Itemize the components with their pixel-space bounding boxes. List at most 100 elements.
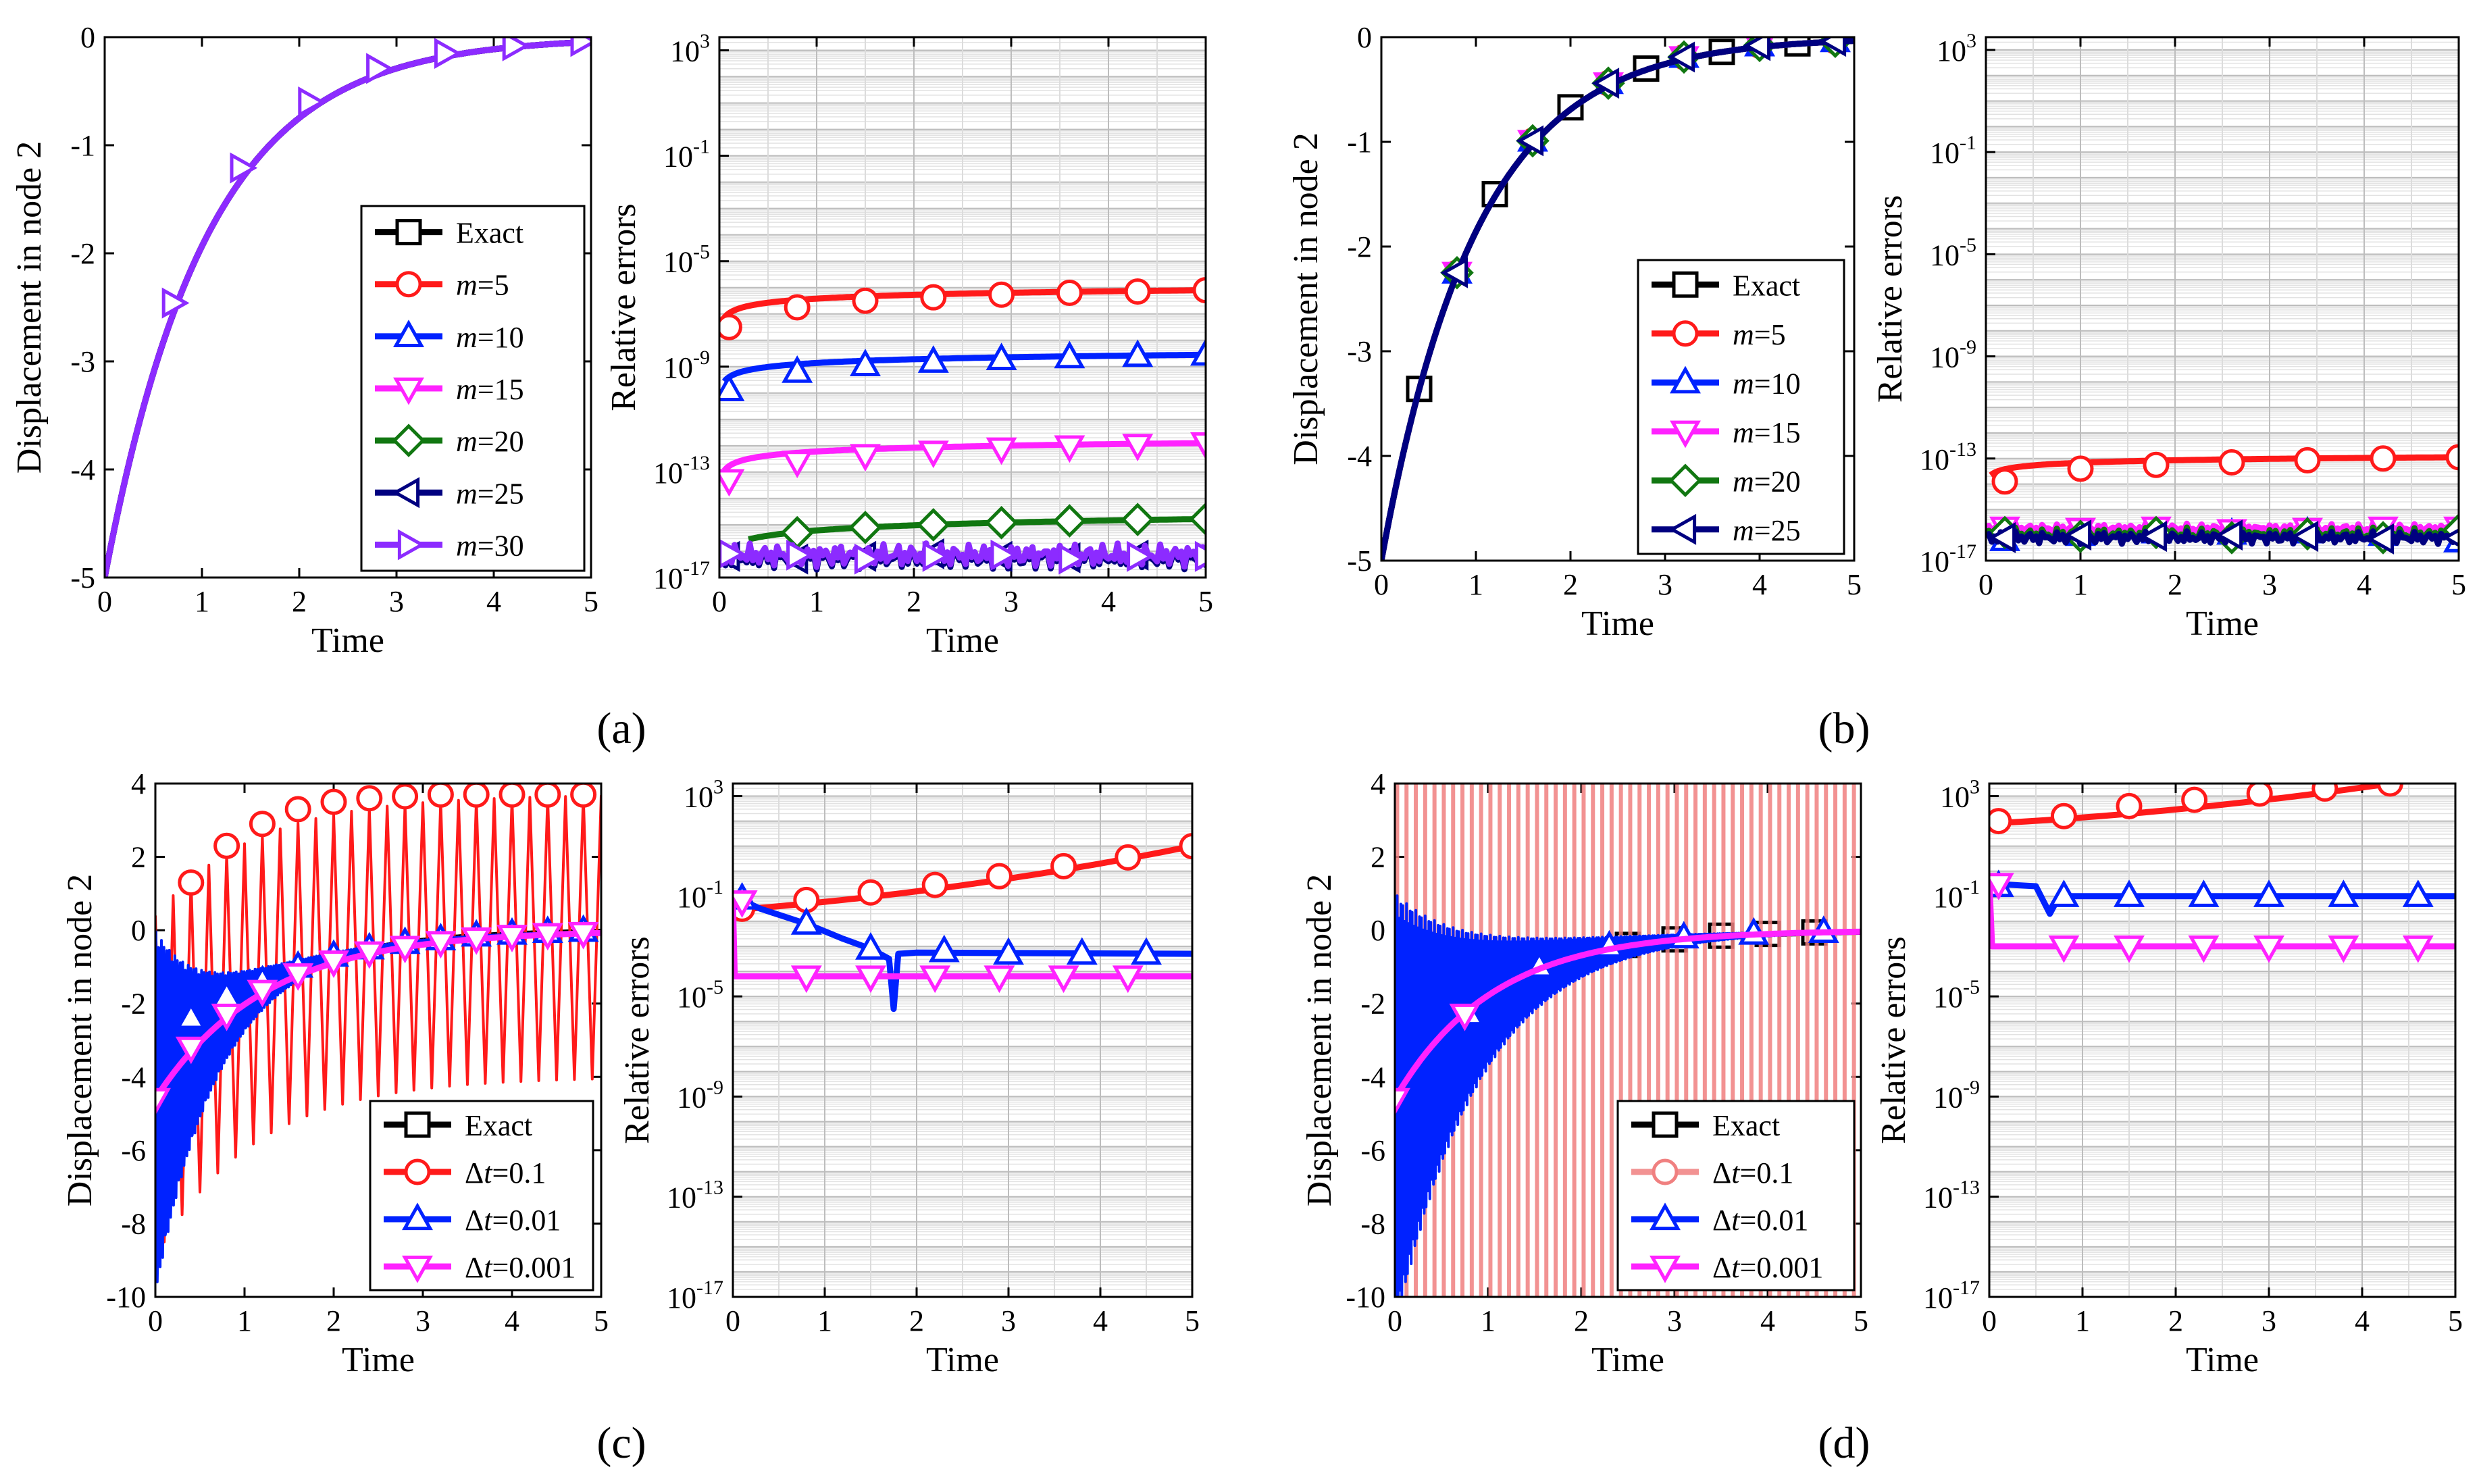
y-tick-base: 10	[653, 457, 683, 490]
series-line-a-err-1	[721, 351, 1206, 384]
x-tick-label-d-disp: 1	[1481, 1304, 1496, 1337]
y-tick-label-a-disp: 0	[80, 21, 95, 54]
data-point-c-disp-1	[499, 784, 526, 808]
data-point-a-err-1	[719, 374, 745, 402]
legend-label-a-disp: m=30	[456, 529, 524, 562]
data-point-c-err-0	[857, 879, 884, 906]
y-tick-base: 10	[1923, 1281, 1953, 1314]
legend-value: =0.001	[492, 1251, 576, 1284]
data-point-c-disp-3	[175, 1036, 207, 1065]
data-point-a-err-2	[1054, 435, 1085, 463]
data-point-a-err-3	[1189, 502, 1206, 536]
x-tick-label-d-disp: 4	[1760, 1304, 1775, 1337]
y-tick-base: 10	[1920, 443, 1949, 476]
x-tick-label-c-err: 1	[817, 1304, 832, 1337]
data-point-a-err-0	[1124, 278, 1151, 305]
data-point-c-disp-1	[463, 784, 490, 808]
data-point-c-err-2	[733, 890, 758, 918]
x-tick-label-b-disp: 5	[1847, 568, 1862, 601]
data-point-a-disp-6	[502, 37, 530, 61]
y-tick-exponent: -13	[1953, 1177, 1980, 1199]
x-tick-label-c-disp: 0	[148, 1304, 163, 1337]
x-tick-label-d-disp: 0	[1387, 1304, 1402, 1337]
y-tick-exponent: -5	[1960, 234, 1976, 256]
x-axis-label-d-disp: Time	[1591, 1341, 1664, 1379]
data-point-c-err-0	[1050, 852, 1077, 879]
x-axis-label-c-disp: Time	[342, 1341, 415, 1379]
x-tick-label-b-disp: 0	[1374, 568, 1389, 601]
y-tick-label-b-disp: -2	[1347, 230, 1372, 263]
data-point-b-err-0	[2218, 449, 2245, 476]
data-point-d-disp-3	[1449, 1003, 1481, 1031]
data-point-b-err-0	[2445, 444, 2459, 471]
x-tick-label-b-err: 4	[2357, 568, 2372, 601]
y-axis-label-d-disp: Displacement in node 2	[1300, 874, 1339, 1206]
data-point-c-disp-3	[353, 941, 385, 969]
legend-value: =10	[478, 321, 524, 354]
x-axis-label-d-err: Time	[2186, 1341, 2259, 1379]
data-point-c-err-1	[855, 932, 886, 960]
data-point-b-err-4	[2215, 519, 2243, 551]
panel-label-a: (a)	[596, 704, 646, 753]
x-tick-label-a-err: 2	[906, 585, 921, 618]
data-point-a-err-5	[786, 539, 814, 571]
data-point-c-err-0	[921, 871, 948, 898]
series-group-c-err	[733, 833, 1192, 1013]
x-tick-label-b-disp: 2	[1563, 568, 1578, 601]
legend-value: =25	[1754, 514, 1801, 547]
data-point-c-disp-1	[284, 796, 311, 823]
y-tick-label-c-disp: -8	[121, 1207, 146, 1240]
y-tick-label-a-disp: -2	[70, 237, 95, 270]
data-point-b-disp-5	[1591, 68, 1620, 99]
x-tick-label-c-err: 4	[1093, 1304, 1108, 1337]
y-tick-exponent: -13	[1949, 438, 1976, 461]
legend-marker-a-disp	[395, 219, 422, 246]
legend-label-d-disp: Exact	[1712, 1109, 1780, 1142]
x-tick-label-c-disp: 4	[505, 1304, 519, 1337]
y-tick-base: 10	[1937, 34, 1966, 68]
x-tick-label-a-err: 0	[712, 585, 727, 618]
legend-var: t	[484, 1251, 493, 1284]
y-tick-label-d-disp: -2	[1360, 988, 1385, 1021]
y-tick-exponent: 3	[1970, 776, 1980, 798]
x-tick-label-d-err: 2	[2168, 1304, 2183, 1337]
y-tick-exponent: 3	[1966, 30, 1976, 52]
y-tick-base: 10	[663, 246, 693, 279]
data-point-d-disp-3	[1395, 1088, 1410, 1116]
legend-label-b-disp: Exact	[1733, 269, 1800, 302]
legend-value: =20	[478, 425, 524, 458]
data-point-d-err-0	[2116, 792, 2143, 819]
x-tick-label-b-err: 2	[2168, 568, 2182, 601]
data-point-a-err-2	[1122, 434, 1154, 461]
data-point-d-err-2	[2253, 935, 2284, 963]
y-tick-exponent: -1	[1960, 132, 1976, 154]
data-point-a-disp-6	[434, 38, 462, 69]
x-tick-label-c-err: 2	[909, 1304, 924, 1337]
legend-marker-d-disp	[1652, 1158, 1679, 1185]
data-point-c-err-2	[790, 965, 822, 994]
y-tick-base: 10	[1933, 1081, 1963, 1114]
data-point-d-err-0	[2311, 784, 2339, 802]
legend-value: =0.001	[1740, 1251, 1824, 1284]
data-point-c-disp-1	[392, 784, 419, 810]
legend-var: m	[456, 529, 478, 562]
legend-label-b-disp: m=20	[1733, 465, 1801, 498]
data-point-a-err-0	[988, 281, 1015, 308]
data-point-c-disp-1	[249, 811, 276, 838]
data-point-d-err-2	[2114, 935, 2145, 963]
legend-box-b-disp	[1637, 259, 1845, 555]
data-point-a-err-0	[1056, 280, 1083, 307]
x-tick-label-d-err: 1	[2075, 1304, 2090, 1337]
data-point-c-disp-1	[570, 784, 597, 808]
x-tick-label-b-err: 0	[1978, 568, 1993, 601]
data-point-b-err-4	[2366, 523, 2395, 555]
legend-value: =25	[478, 477, 524, 510]
data-point-c-err-2	[1112, 965, 1144, 994]
y-tick-base: 10	[1923, 1181, 1953, 1214]
legend-marker-d-disp	[1650, 1255, 1681, 1283]
y-tick-label-d-err: 10-9	[1933, 1076, 1980, 1114]
y-axis-label-c-disp: Displacement in node 2	[61, 874, 99, 1206]
y-tick-exponent: -1	[1963, 876, 1980, 898]
y-tick-label-c-err: 10-9	[677, 1076, 723, 1114]
legend-marker-b-disp	[1670, 420, 1701, 449]
